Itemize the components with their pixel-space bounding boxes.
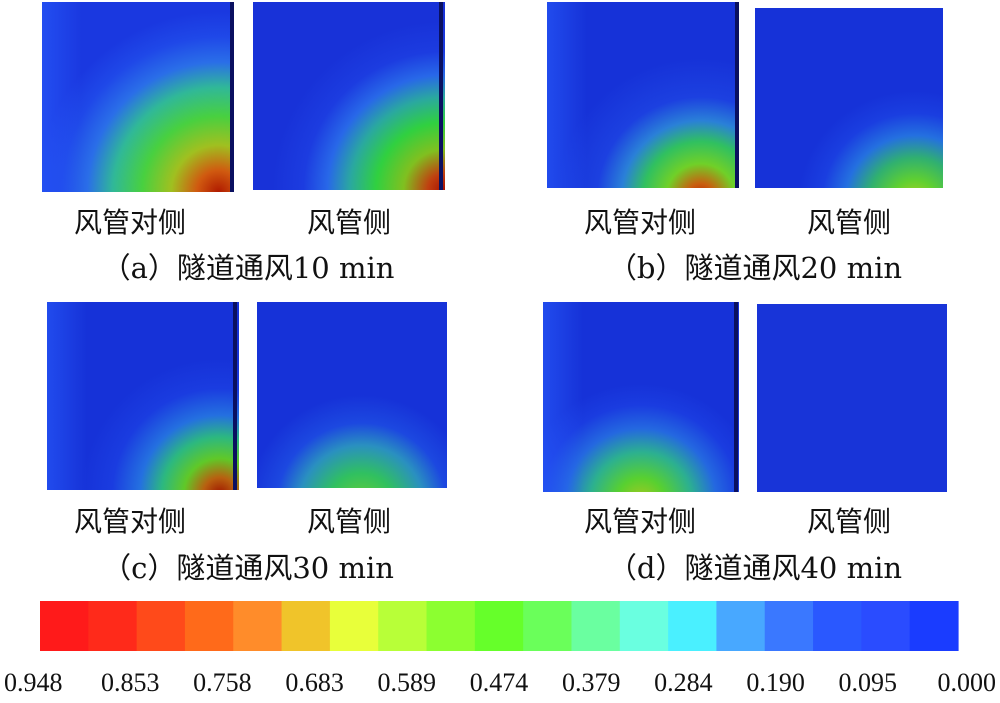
wall-line-a-right — [439, 2, 443, 190]
contour-edge-a-left — [42, 2, 82, 192]
panel-b: 风管对侧 风管侧 （b）隧道通风20 min — [547, 2, 943, 285]
wall-line-d-left — [734, 302, 738, 492]
colorbar-segment — [861, 601, 911, 651]
contour-map-c-right — [257, 302, 447, 488]
colorbar-segment — [571, 601, 621, 651]
panel-d-right-label: 风管侧 — [807, 505, 891, 538]
panel-c-right-label: 风管侧 — [307, 505, 391, 538]
colorbar-segment — [88, 601, 138, 651]
panel-c-caption: （c）隧道通风30 min — [102, 551, 394, 585]
colorbar-tick-label: 0.853 — [101, 668, 160, 697]
panel-b-left-label: 风管对侧 — [584, 206, 696, 239]
panel-c-left-label: 风管对侧 — [74, 505, 186, 538]
contour-edge-c-left — [47, 302, 87, 490]
colorbar-segment — [909, 601, 959, 651]
colorbar-segment — [716, 601, 766, 651]
panel-d: 风管对侧 风管侧 （d）隧道通风40 min — [543, 302, 947, 585]
panel-b-caption: （b）隧道通风20 min — [608, 251, 902, 285]
panel-a-caption: （a）隧道通风10 min — [102, 251, 395, 285]
contour-map-a-right — [253, 2, 445, 190]
panel-a-right-label: 风管侧 — [307, 206, 391, 239]
contour-edge-b-left — [547, 2, 587, 188]
contour-map-b-right — [755, 8, 943, 188]
colorbar-segment — [813, 601, 862, 651]
colorbar-segment — [474, 601, 524, 651]
colorbar-segment — [136, 601, 186, 651]
colorbar-tick-label: 0.379 — [562, 668, 621, 697]
panel-d-left-label: 风管对侧 — [584, 505, 696, 538]
colorbar-tick-label: 0.758 — [193, 668, 252, 697]
colorbar-segment — [329, 601, 379, 651]
colorbar-segment — [184, 601, 234, 651]
colorbar-segment — [619, 601, 669, 651]
contour-edge-d-left — [543, 302, 583, 492]
wall-line-a-left — [230, 2, 234, 192]
colorbar-tick-label: 0.095 — [839, 668, 898, 697]
panel-b-right-label: 风管侧 — [807, 206, 891, 239]
colorbar-segment — [233, 601, 283, 651]
colorbar-segment — [40, 601, 89, 651]
panel-c: 风管对侧 风管侧 （c）隧道通风30 min — [47, 302, 447, 585]
colorbar — [40, 601, 959, 651]
colorbar-tick-label: 0.474 — [470, 668, 529, 697]
wall-line-b-left — [735, 2, 739, 188]
contour-map-d-right — [757, 304, 947, 492]
colorbar-ticks: 0.948 0.853 0.758 0.683 0.589 0.474 0.379 0.284… — [4, 668, 996, 697]
panel-a-left-label: 风管对侧 — [74, 206, 186, 239]
colorbar-segment — [764, 601, 814, 651]
colorbar-tick-label: 0.948 — [4, 668, 63, 697]
colorbar-segment — [378, 601, 428, 651]
colorbar-segment — [668, 601, 718, 651]
colorbar-segment — [281, 601, 331, 651]
colorbar-segment — [523, 601, 573, 651]
colorbar-tick-label: 0.683 — [285, 668, 344, 697]
panel-a: 风管对侧 风管侧 （a）隧道通风10 min — [42, 2, 445, 285]
panel-d-caption: （d）隧道通风40 min — [608, 551, 902, 585]
wall-line-c-left — [233, 302, 237, 490]
colorbar-segment — [426, 601, 476, 651]
colorbar-tick-label: 0.000 — [938, 668, 997, 697]
colorbar-tick-label: 0.589 — [378, 668, 437, 697]
colorbar-tick-label: 0.284 — [654, 668, 713, 697]
colorbar-tick-label: 0.190 — [746, 668, 805, 697]
